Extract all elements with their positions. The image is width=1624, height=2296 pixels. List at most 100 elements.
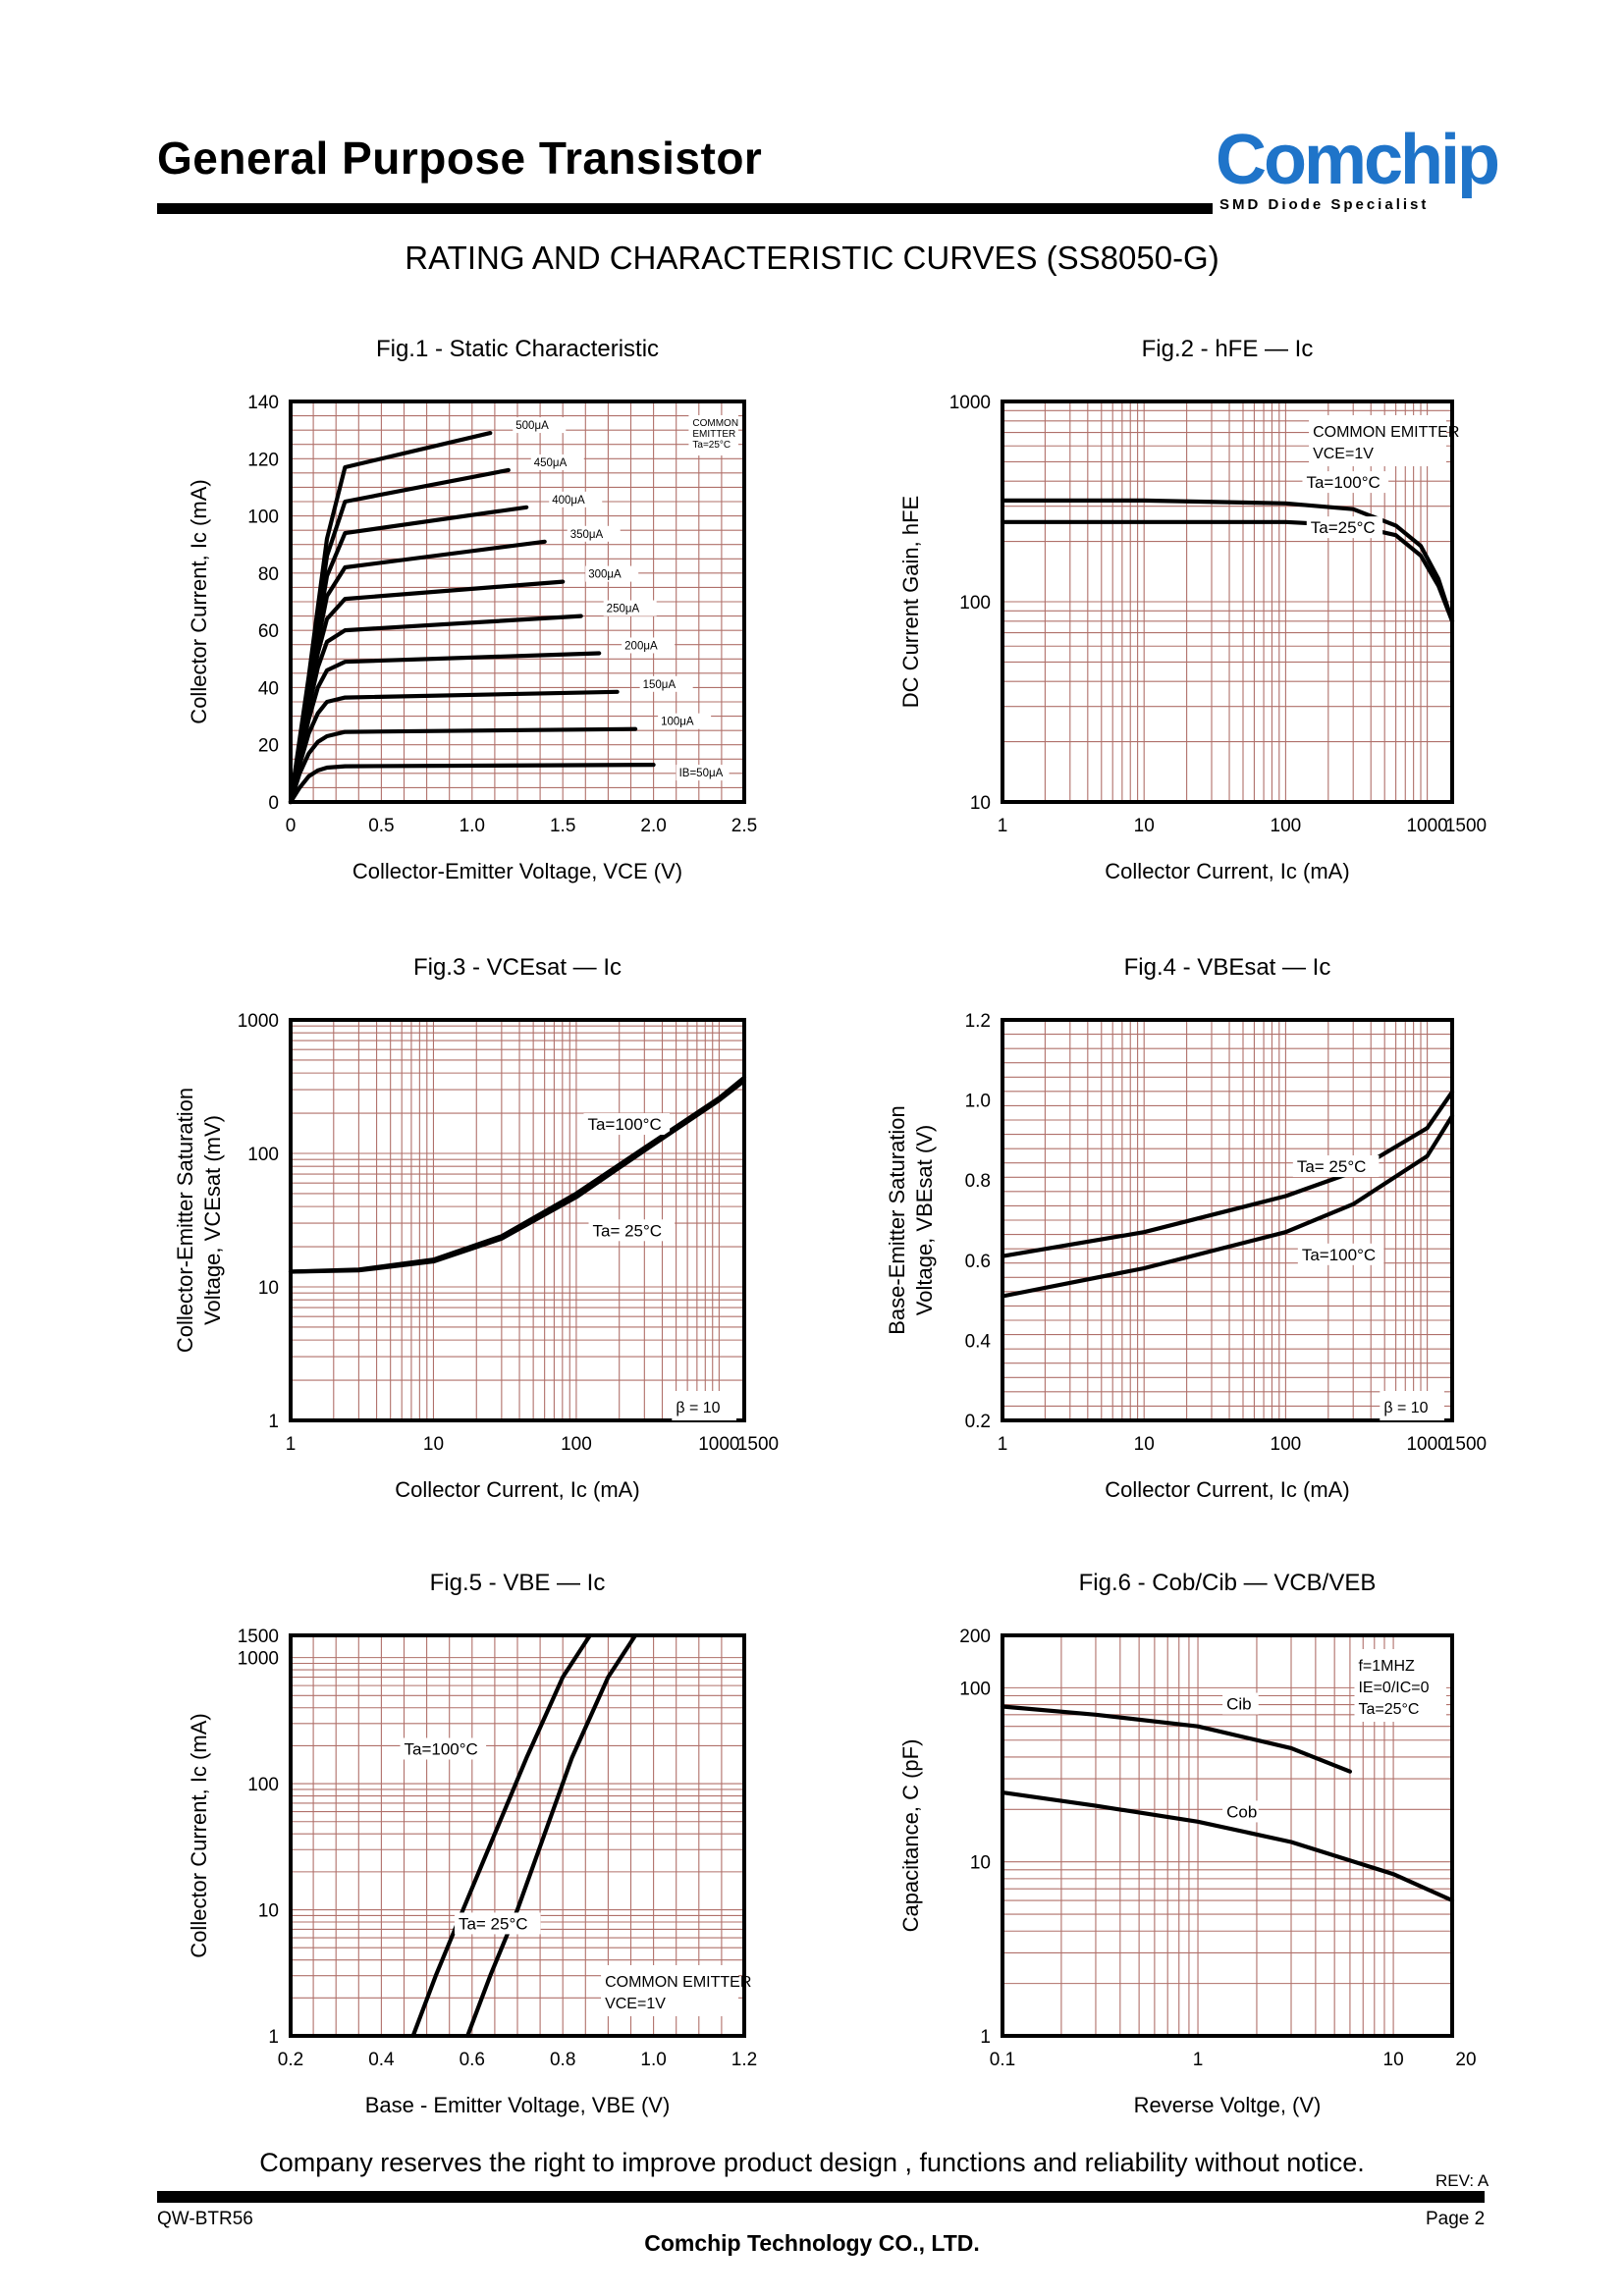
y-tick-label: 1.2 <box>965 1011 991 1032</box>
x-tick-label: 1.0 <box>640 2050 666 2070</box>
series-curve-2 <box>465 1632 638 2039</box>
y-axis-label-line2: Voltage, VCEsat (mV) <box>200 1115 225 1325</box>
annotation-box <box>1380 1391 1444 1420</box>
annotation-box <box>672 1391 736 1420</box>
series-label-bg <box>585 565 639 582</box>
series-label-bg <box>549 491 603 507</box>
series-label: Ta= 25°C <box>1297 1157 1367 1176</box>
x-tick-label: 1.2 <box>731 2050 757 2070</box>
y-tick-label: 100 <box>959 593 991 614</box>
y-tick-label: 0.6 <box>965 1252 991 1272</box>
x-axis-label: Reverse Voltge, (V) <box>1134 2093 1322 2117</box>
chart-fig1: Fig.1 - Static Characteristic 0 0.5 1.0 1.5 2… <box>187 336 757 883</box>
x-tick-label: 0 <box>286 816 297 836</box>
series-label-bg <box>1302 471 1389 494</box>
series-curve-3 <box>288 689 620 805</box>
series-label: Ta=100°C <box>405 1739 478 1758</box>
annotation-text: VCE=1V <box>605 1996 666 2012</box>
series-label-bg <box>1292 1155 1380 1178</box>
series-label-bg <box>676 765 730 781</box>
x-tick-label: 10 <box>423 1434 444 1455</box>
x-axis-label: Collector Current, Ic (mA) <box>1105 1477 1349 1502</box>
series-label: Ta=100°C <box>1306 473 1380 492</box>
chart-title: Fig.3 - VCEsat — Ic <box>413 954 622 981</box>
annotation-text: COMMON EMITTER <box>1313 424 1459 441</box>
page-title: General Purpose Transistor <box>157 133 763 184</box>
series-label: 100μA <box>661 717 694 728</box>
x-tick-label: 0.1 <box>990 2050 1015 2070</box>
y-axis-label: DC Current Gain, hFE <box>898 496 923 708</box>
annotation-text: β = 10 <box>1383 1400 1428 1416</box>
x-tick-label: 2.0 <box>640 816 666 836</box>
series-curve-1 <box>1000 1704 1352 1774</box>
x-tick-label: 1500 <box>1445 1434 1487 1455</box>
y-tick-label: 200 <box>959 1627 991 1647</box>
annotation-box <box>688 415 738 455</box>
plot-frame <box>1001 400 1454 804</box>
series-label: 500μA <box>515 420 549 432</box>
series-label-bg <box>530 454 584 470</box>
company-logo: Comchip SMD Diode Specialist <box>1216 121 1500 214</box>
series-curve-1 <box>1000 1090 1455 1258</box>
y-tick-label: 80 <box>258 564 279 585</box>
series-label-bg <box>1306 516 1383 539</box>
y-tick-label: 0 <box>268 793 279 814</box>
series-label-bg <box>622 637 676 654</box>
y-axis-label: Capacitance, C (pF) <box>898 1739 923 1933</box>
chart-fig2: Fig.2 - hFE — Ic1 10 100 10001500101001000C… <box>898 336 1487 883</box>
series-label: 150μA <box>643 679 677 691</box>
series-curve-1 <box>410 1632 592 2039</box>
y-tick-label: 10 <box>258 1901 279 1922</box>
plot-frame <box>1001 1633 1454 2038</box>
series-label-bg <box>1222 1692 1259 1715</box>
series-label: 250μA <box>607 604 640 615</box>
y-tick-label: 10 <box>258 1278 279 1299</box>
x-tick-label: 0.8 <box>550 2050 575 2070</box>
y-tick-label: 0.2 <box>965 1412 991 1432</box>
x-axis-label: Collector Current, Ic (mA) <box>1105 859 1349 883</box>
series-label-bg <box>588 1219 676 1242</box>
series-label: 300μA <box>588 569 622 581</box>
x-tick-label: 100 <box>1271 1434 1302 1455</box>
y-tick-label: 1 <box>268 1412 279 1432</box>
x-axis-label: Base - Emitter Voltage, VBE (V) <box>365 2093 671 2117</box>
plot-frame <box>289 1018 746 1422</box>
series-curve-2 <box>288 1078 747 1274</box>
series-label: Ta=100°C <box>1302 1246 1376 1264</box>
series-label: Ta= 25°C <box>592 1221 662 1240</box>
chart-title: Fig.1 - Static Characteristic <box>376 336 659 362</box>
x-tick-label: 1 <box>286 1434 297 1455</box>
annotation-box <box>601 1965 738 2016</box>
plot-frame <box>289 1633 746 2038</box>
series-curve-5 <box>288 614 583 805</box>
y-tick-label: 60 <box>258 621 279 642</box>
x-tick-label: 1500 <box>737 1434 779 1455</box>
series-label-bg <box>454 1912 541 1935</box>
x-tick-label: 1.0 <box>460 816 485 836</box>
grid-lines <box>1002 401 1452 802</box>
x-tick-label: 1000 <box>1406 816 1447 836</box>
footer-rule <box>157 2191 1485 2203</box>
x-tick-label: 20 <box>1455 2050 1476 2070</box>
y-axis-label: Collector Current, Ic (mA) <box>187 1713 211 1957</box>
y-tick-label: 0.4 <box>965 1331 992 1352</box>
annotation-text: Ta=25°C <box>1358 1701 1419 1718</box>
x-tick-label: 1000 <box>1406 1434 1447 1455</box>
series-curve-7 <box>288 539 547 805</box>
y-tick-label: 120 <box>247 450 279 470</box>
chart-title: Fig.6 - Cob/Cib — VCB/VEB <box>1079 1570 1377 1596</box>
y-tick-label: 1000 <box>238 1011 279 1032</box>
grid-lines <box>291 1020 744 1420</box>
y-tick-label: 0.8 <box>965 1171 991 1192</box>
y-tick-label: 1 <box>980 2027 991 2048</box>
x-axis-label: Collector-Emitter Voltage, VCE (V) <box>352 859 682 883</box>
plot-frame <box>289 400 746 804</box>
annotation-text: f=1MHZ <box>1358 1658 1415 1675</box>
x-axis-label: Collector Current, Ic (mA) <box>395 1477 639 1502</box>
x-tick-label: 1 <box>1193 2050 1204 2070</box>
y-tick-label: 100 <box>247 1775 279 1795</box>
footer-notice: Company reserves the right to improve pr… <box>259 2148 1365 2177</box>
chart-title: Fig.2 - hFE — Ic <box>1142 336 1314 362</box>
grid-lines <box>1002 1020 1452 1420</box>
